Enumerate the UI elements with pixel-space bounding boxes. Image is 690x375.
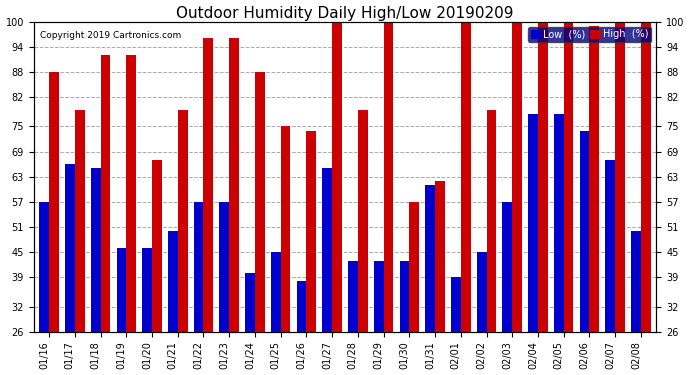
Bar [194, 202, 204, 332]
Bar [219, 202, 229, 332]
Bar [451, 277, 461, 332]
Bar [512, 22, 522, 332]
Bar [152, 160, 161, 332]
Bar [101, 55, 110, 332]
Bar [245, 273, 255, 332]
Bar [358, 110, 368, 332]
Bar [538, 22, 548, 332]
Bar [49, 72, 59, 332]
Bar [554, 114, 564, 332]
Bar [91, 168, 101, 332]
Bar [204, 39, 213, 332]
Bar [461, 22, 471, 332]
Text: Copyright 2019 Cartronics.com: Copyright 2019 Cartronics.com [40, 31, 181, 40]
Bar [589, 26, 599, 332]
Bar [425, 185, 435, 332]
Bar [641, 22, 651, 332]
Bar [229, 39, 239, 332]
Bar [615, 22, 625, 332]
Bar [255, 72, 265, 332]
Bar [477, 252, 486, 332]
Bar [580, 130, 589, 332]
Bar [605, 160, 615, 332]
Bar [126, 55, 136, 332]
Bar [75, 110, 85, 332]
Bar [486, 110, 496, 332]
Bar [39, 202, 49, 332]
Legend: Low  (%), High  (%): Low (%), High (%) [528, 27, 651, 42]
Title: Outdoor Humidity Daily High/Low 20190209: Outdoor Humidity Daily High/Low 20190209 [176, 6, 514, 21]
Bar [322, 168, 332, 332]
Bar [168, 231, 178, 332]
Bar [178, 110, 188, 332]
Bar [281, 126, 290, 332]
Bar [65, 164, 75, 332]
Bar [409, 202, 419, 332]
Bar [271, 252, 281, 332]
Bar [297, 282, 306, 332]
Bar [564, 22, 573, 332]
Bar [332, 22, 342, 332]
Bar [348, 261, 358, 332]
Bar [374, 261, 384, 332]
Bar [142, 248, 152, 332]
Bar [306, 130, 316, 332]
Bar [435, 181, 445, 332]
Bar [117, 248, 126, 332]
Bar [384, 22, 393, 332]
Bar [502, 202, 512, 332]
Bar [631, 231, 641, 332]
Bar [400, 261, 409, 332]
Bar [529, 114, 538, 332]
